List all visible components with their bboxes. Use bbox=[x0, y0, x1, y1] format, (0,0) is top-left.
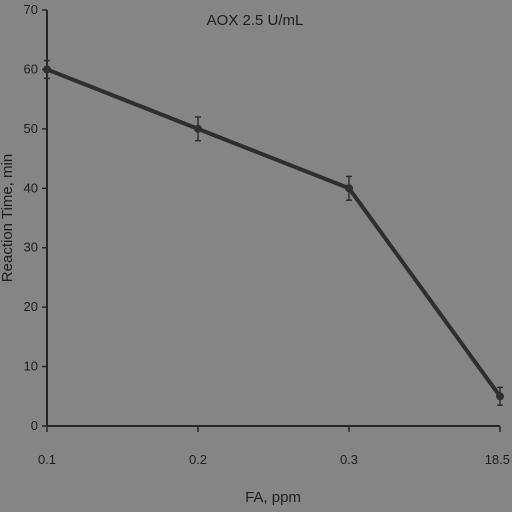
data-point bbox=[496, 392, 504, 401]
data-point bbox=[345, 184, 353, 193]
x-tick-label: 0.3 bbox=[340, 452, 358, 467]
x-tick-label: 0.1 bbox=[38, 452, 56, 467]
y-tick-label: 50 bbox=[24, 121, 38, 136]
x-tick-label: 18.5 bbox=[485, 452, 510, 467]
y-tick-label: 30 bbox=[24, 240, 38, 255]
y-tick-label: 20 bbox=[24, 299, 38, 314]
series-line bbox=[46, 67, 502, 398]
y-axis-title: Reaction Time, min bbox=[0, 154, 16, 282]
chart-marks: 0 10 20 30 40 50 60 70 0.1 0.2 0.3 18.5 bbox=[24, 2, 510, 467]
chart-title: AOX 2.5 U/mL bbox=[207, 12, 304, 29]
y-tick-label: 0 bbox=[31, 418, 38, 433]
y-tick-label: 70 bbox=[24, 2, 38, 17]
data-point bbox=[194, 124, 202, 133]
data-point bbox=[43, 65, 51, 74]
y-tick-label: 60 bbox=[24, 61, 38, 76]
y-tick-label: 40 bbox=[24, 180, 38, 195]
x-axis-title: FA, ppm bbox=[245, 489, 301, 506]
y-tick-label: 10 bbox=[24, 359, 38, 374]
x-tick-label: 0.2 bbox=[189, 452, 207, 467]
